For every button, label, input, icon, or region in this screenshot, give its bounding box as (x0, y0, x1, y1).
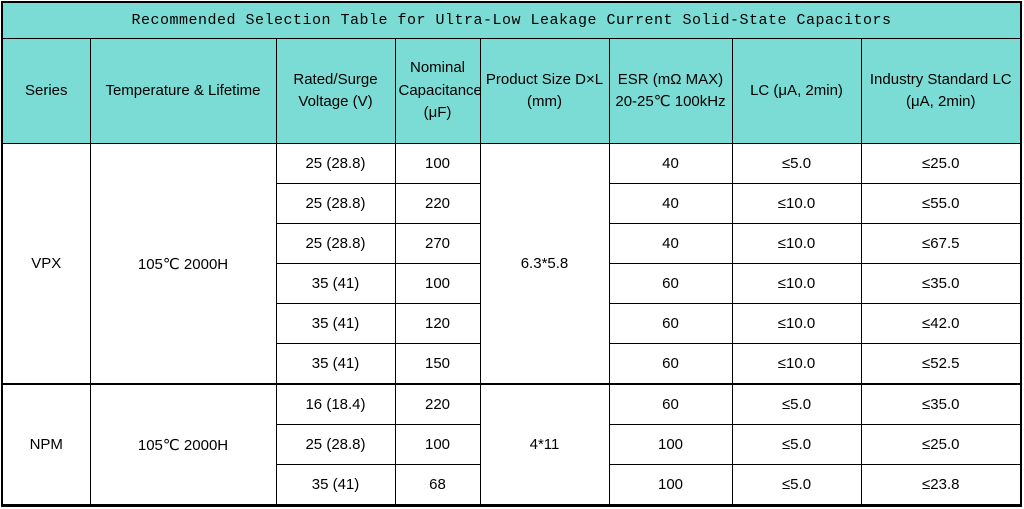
cell-esr: 60 (608, 343, 733, 385)
cell-industry-lc: ≤55.0 (860, 183, 1022, 224)
cell-industry-lc: ≤52.5 (860, 343, 1022, 385)
cell-temperature-lifetime: 105℃ 2000H (89, 143, 277, 385)
cell-lc: ≤5.0 (731, 464, 862, 506)
title-row: Recommended Selection Table for Ultra-Lo… (1, 1, 1022, 39)
cell-voltage: 25 (28.8) (275, 424, 396, 465)
cell-lc: ≤10.0 (731, 303, 862, 344)
table-row: 35 (41) 120 60 ≤10.0 ≤42.0 (2, 303, 1022, 344)
col-header-nominal-capacitance: Nominal Capacitance (μF) (394, 38, 481, 144)
table-title: Recommended Selection Table for Ultra-Lo… (1, 1, 1022, 39)
cell-voltage: 35 (41) (275, 263, 396, 304)
cell-series: VPX (1, 143, 91, 385)
cell-voltage: 25 (28.8) (275, 143, 396, 184)
cell-capacitance: 100 (394, 143, 481, 184)
col-header-esr: ESR (mΩ MAX) 20-25℃ 100kHz (608, 38, 733, 144)
table-row: 25 (28.8) 220 40 ≤10.0 ≤55.0 (2, 183, 1022, 224)
cell-industry-lc: ≤23.8 (860, 464, 1022, 506)
cell-lc: ≤10.0 (731, 223, 862, 264)
cell-capacitance: 220 (394, 383, 481, 425)
col-header-product-size: Product Size D×L (mm) (479, 38, 610, 144)
cell-esr: 100 (608, 424, 733, 465)
table-row: 25 (28.8) 100 100 ≤5.0 ≤25.0 (2, 424, 1022, 465)
cell-voltage: 35 (41) (275, 343, 396, 385)
cell-industry-lc: ≤35.0 (860, 383, 1022, 425)
cell-esr: 60 (608, 263, 733, 304)
cell-industry-lc: ≤42.0 (860, 303, 1022, 344)
cell-industry-lc: ≤67.5 (860, 223, 1022, 264)
cell-voltage: 35 (41) (275, 303, 396, 344)
col-header-industry-standard-lc: Industry Standard LC (μA, 2min) (860, 38, 1022, 144)
cell-temperature-lifetime: 105℃ 2000H (89, 383, 277, 506)
cell-esr: 40 (608, 223, 733, 264)
cell-product-size: 4*11 (479, 383, 610, 506)
cell-industry-lc: ≤25.0 (860, 143, 1022, 184)
cell-voltage: 25 (28.8) (275, 223, 396, 264)
cell-capacitance: 68 (394, 464, 481, 506)
cell-lc: ≤10.0 (731, 183, 862, 224)
cell-voltage: 16 (18.4) (275, 383, 396, 425)
cell-esr: 60 (608, 303, 733, 344)
cell-voltage: 35 (41) (275, 464, 396, 506)
cell-lc: ≤10.0 (731, 343, 862, 385)
cell-capacitance: 100 (394, 424, 481, 465)
cell-lc: ≤5.0 (731, 424, 862, 465)
col-header-temperature-lifetime: Temperature & Lifetime (89, 38, 277, 144)
table-row: 25 (28.8) 270 40 ≤10.0 ≤67.5 (2, 223, 1022, 264)
cell-industry-lc: ≤35.0 (860, 263, 1022, 304)
cell-esr: 100 (608, 464, 733, 506)
cell-lc: ≤10.0 (731, 263, 862, 304)
cell-esr: 60 (608, 383, 733, 425)
cell-industry-lc: ≤25.0 (860, 424, 1022, 465)
cell-product-size: 6.3*5.8 (479, 143, 610, 385)
cell-capacitance: 270 (394, 223, 481, 264)
col-header-lc: LC (μA, 2min) (731, 38, 862, 144)
cell-capacitance: 220 (394, 183, 481, 224)
cell-esr: 40 (608, 183, 733, 224)
cell-voltage: 25 (28.8) (275, 183, 396, 224)
table-row: 35 (41) 150 60 ≤10.0 ≤52.5 (2, 343, 1022, 385)
cell-capacitance: 120 (394, 303, 481, 344)
col-header-rated-surge-voltage: Rated/Surge Voltage (V) (275, 38, 396, 144)
table-row: VPX 105℃ 2000H 25 (28.8) 100 6.3*5.8 40 … (1, 143, 1022, 385)
col-header-series: Series (1, 38, 91, 144)
cell-series: NPM (1, 383, 91, 506)
cell-capacitance: 150 (394, 343, 481, 385)
cell-lc: ≤5.0 (731, 143, 862, 184)
table-row: 35 (41) 68 100 ≤5.0 ≤23.8 (2, 464, 1022, 506)
cell-esr: 40 (608, 143, 733, 184)
cell-capacitance: 100 (394, 263, 481, 304)
cell-lc: ≤5.0 (731, 383, 862, 425)
header-row: Series Temperature & Lifetime Rated/Surg… (1, 38, 1022, 144)
table-row: NPM 105℃ 2000H 16 (18.4) 220 4*11 60 ≤5.… (1, 383, 1022, 506)
table-row: 35 (41) 100 60 ≤10.0 ≤35.0 (2, 263, 1022, 304)
